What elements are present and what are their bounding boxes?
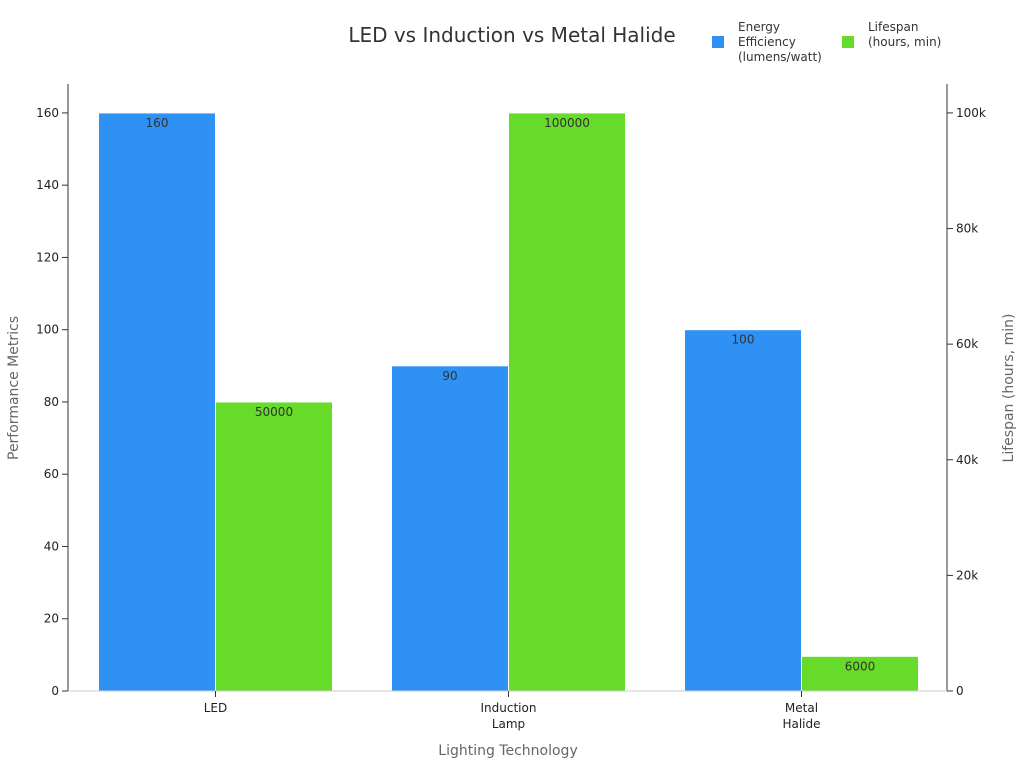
x-tick-label: Lamp	[492, 717, 525, 731]
legend-label: (lumens/watt)	[738, 50, 822, 64]
legend-label: Lifespan	[868, 20, 918, 34]
y2-tick-label: 20k	[956, 568, 978, 582]
data-label-series2-cat3: 6000	[845, 659, 876, 673]
y-tick-label: 100	[36, 323, 59, 337]
x-tick-label: Induction	[481, 701, 537, 715]
y2-tick-label: 100k	[956, 106, 986, 120]
y2-axis-label: Lifespan (hours, min)	[1001, 314, 1017, 463]
legend-label: Efficiency	[738, 35, 796, 49]
x-tick-label: LED	[204, 701, 228, 715]
bar-series1-cat2	[391, 365, 509, 692]
x-axis-label: Lighting Technology	[438, 743, 577, 759]
y2-tick-label: 40k	[956, 453, 978, 467]
data-label-series2-cat2: 100000	[544, 116, 590, 130]
x-tick-label: Metal	[785, 701, 818, 715]
legend-swatch	[712, 36, 724, 48]
x-tick-label: Halide	[782, 717, 820, 731]
chart-title: LED vs Induction vs Metal Halide	[348, 23, 675, 47]
bar-series2-cat2	[508, 112, 626, 692]
data-label-series1-cat3: 100	[732, 333, 755, 347]
legend-label: (hours, min)	[868, 35, 941, 49]
data-label-series1-cat2: 90	[442, 369, 457, 383]
data-label-series2-cat1: 50000	[255, 405, 293, 419]
y-tick-label: 40	[44, 539, 59, 553]
bar-series1-cat3	[684, 329, 802, 692]
y-tick-label: 0	[51, 684, 59, 698]
y2-tick-label: 80k	[956, 222, 978, 236]
y-tick-label: 140	[36, 178, 59, 192]
y-tick-label: 160	[36, 106, 59, 120]
y-tick-label: 20	[44, 612, 59, 626]
y2-tick-label: 60k	[956, 337, 978, 351]
plot-area: 160 90 100 50000 100000 6000 0 20 40 60 80 100 120 14…	[36, 84, 986, 731]
bar-series2-cat3	[801, 655, 919, 692]
data-label-series1-cat1: 160	[146, 116, 169, 130]
bar-series2-cat1	[215, 401, 333, 692]
legend-label: Energy	[738, 20, 780, 34]
y-tick-label: 80	[44, 395, 59, 409]
y2-tick-label: 0	[956, 684, 964, 698]
y-axis-label: Performance Metrics	[6, 316, 22, 460]
legend-swatch	[842, 36, 854, 48]
y-tick-label: 60	[44, 467, 59, 481]
y-tick-label: 120	[36, 250, 59, 264]
bar-series1-cat1	[98, 112, 216, 692]
